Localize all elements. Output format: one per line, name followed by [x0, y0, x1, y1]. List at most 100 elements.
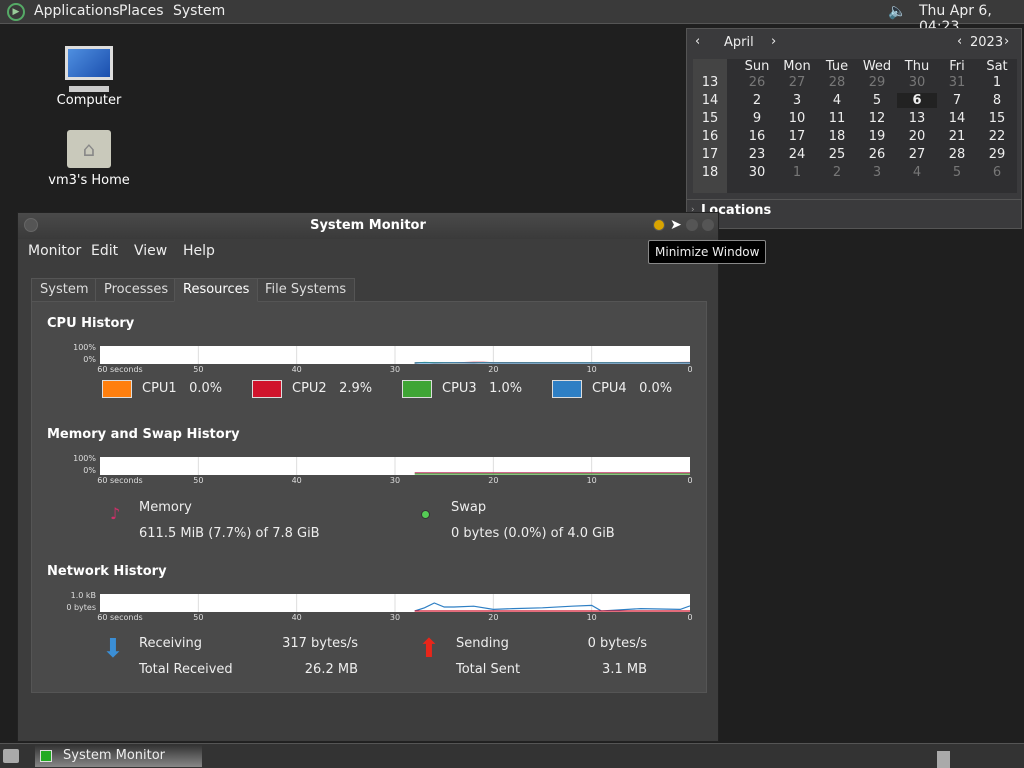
- resources-panel: CPU History 100% 0% 60 seconds 50 40 30 20 10 0 …: [31, 301, 707, 693]
- calendar-day[interactable]: 17: [788, 129, 806, 144]
- calendar-day[interactable]: 11: [828, 111, 846, 126]
- calendar-day[interactable]: 9: [752, 111, 762, 126]
- x-tick-label: 50: [193, 613, 204, 622]
- week-number: 18: [701, 165, 719, 180]
- window-menu-icon[interactable]: [24, 218, 38, 232]
- calendar-day[interactable]: 30: [908, 75, 926, 90]
- calendar-day[interactable]: 21: [948, 129, 966, 144]
- x-tick-label: 30: [389, 365, 401, 374]
- menu-places[interactable]: Places: [119, 3, 164, 19]
- tab-processes[interactable]: Processes: [95, 278, 178, 302]
- calendar-day[interactable]: 12: [868, 111, 886, 126]
- calendar-day[interactable]: 29: [868, 75, 886, 90]
- distro-logo-icon[interactable]: ▶: [7, 3, 25, 21]
- calendar-day[interactable]: 31: [948, 75, 966, 90]
- calendar-day[interactable]: 20: [908, 129, 926, 144]
- calendar-day[interactable]: 30: [748, 165, 766, 180]
- calendar-day[interactable]: 14: [948, 111, 966, 126]
- sending-arrow-icon[interactable]: ⬆: [418, 634, 440, 664]
- memory-pie-icon[interactable]: ♪: [110, 504, 121, 523]
- cpu1-color-swatch[interactable]: [102, 380, 132, 398]
- calendar-day[interactable]: 15: [988, 111, 1006, 126]
- calendar-day[interactable]: 29: [988, 147, 1006, 162]
- x-tick-label: 40: [291, 476, 302, 485]
- title-bar[interactable]: System Monitor ➤: [18, 213, 718, 239]
- calendar-day[interactable]: 27: [788, 75, 806, 90]
- prev-month-button[interactable]: ‹: [695, 34, 701, 49]
- tab-resources[interactable]: Resources: [174, 278, 259, 302]
- calendar-day[interactable]: 8: [992, 93, 1002, 108]
- calendar-day[interactable]: 19: [868, 129, 886, 144]
- receiving-arrow-icon[interactable]: ⬇: [102, 634, 124, 664]
- calendar-day[interactable]: 24: [788, 147, 806, 162]
- calendar-day[interactable]: 6: [992, 165, 1002, 180]
- keyboard-shape: [69, 86, 109, 92]
- history-graph: [100, 457, 690, 475]
- workspace-switcher[interactable]: [937, 751, 950, 768]
- x-tick-label: 0: [687, 365, 693, 374]
- week-number: 16: [701, 129, 719, 144]
- next-month-button[interactable]: ›: [771, 34, 777, 49]
- next-year-button[interactable]: ›: [1004, 34, 1010, 49]
- menu-applications[interactable]: Applications: [34, 3, 120, 19]
- calendar-day[interactable]: 2: [752, 93, 762, 108]
- cpu3-color-swatch[interactable]: [402, 380, 432, 398]
- calendar-day[interactable]: 2: [832, 165, 842, 180]
- x-tick-label: 30: [389, 613, 401, 622]
- calendar-day[interactable]: 22: [988, 129, 1006, 144]
- calendar-day[interactable]: 26: [868, 147, 886, 162]
- weekday-header: Sat: [986, 59, 1008, 74]
- cpu2-color-swatch[interactable]: [252, 380, 282, 398]
- cpu4-color-swatch[interactable]: [552, 380, 582, 398]
- menu-edit[interactable]: Edit: [91, 243, 119, 259]
- calendar-day[interactable]: 28: [828, 75, 846, 90]
- icon-label: Computer: [56, 93, 122, 108]
- calendar-day[interactable]: 3: [872, 165, 882, 180]
- calendar-day[interactable]: 10: [788, 111, 806, 126]
- prev-year-button[interactable]: ‹: [957, 34, 963, 49]
- calendar-day[interactable]: 28: [948, 147, 966, 162]
- weekday-header: Tue: [825, 59, 849, 74]
- week-number: 14: [701, 93, 719, 108]
- cpu1-value: 0.0%: [189, 381, 223, 396]
- menu-system[interactable]: System: [173, 3, 226, 19]
- show-desktop-icon[interactable]: [3, 749, 19, 763]
- desktop-icon-home[interactable]: ⌂ vm3's Home: [44, 130, 134, 188]
- calendar-day-today[interactable]: 6: [897, 93, 937, 108]
- desktop-icon-computer[interactable]: Computer: [44, 46, 134, 108]
- swap-pie-icon[interactable]: [421, 510, 430, 519]
- maximize-button[interactable]: [686, 219, 698, 231]
- minimize-button[interactable]: [653, 219, 665, 231]
- taskbar-button-system-monitor[interactable]: System Monitor: [35, 745, 202, 767]
- calendar-day[interactable]: 26: [748, 75, 766, 90]
- weekday-header: Wed: [862, 59, 892, 74]
- tab-system[interactable]: System: [31, 278, 98, 302]
- expander-arrow-icon[interactable]: ›: [691, 205, 695, 215]
- year-label: 2023: [970, 35, 1004, 50]
- menu-help[interactable]: Help: [183, 243, 215, 259]
- calendar-day[interactable]: 18: [828, 129, 846, 144]
- calendar-day[interactable]: 27: [908, 147, 926, 162]
- calendar-day[interactable]: 4: [912, 165, 922, 180]
- calendar-day[interactable]: 3: [792, 93, 802, 108]
- close-button[interactable]: [702, 219, 714, 231]
- x-tick-label: 50: [193, 476, 204, 485]
- calendar-day[interactable]: 13: [908, 111, 926, 126]
- calendar-day[interactable]: 5: [872, 93, 882, 108]
- calendar-day[interactable]: 5: [952, 165, 962, 180]
- calendar-day[interactable]: 23: [748, 147, 766, 162]
- calendar-day[interactable]: 1: [792, 165, 802, 180]
- volume-icon[interactable]: 🔈: [888, 2, 907, 20]
- cpu2-value: 2.9%: [339, 381, 373, 396]
- calendar-day[interactable]: 7: [952, 93, 962, 108]
- menu-view[interactable]: View: [134, 243, 168, 259]
- cpu-history-title: CPU History: [47, 316, 135, 331]
- x-tick-label: 10: [586, 476, 597, 485]
- calendar-day[interactable]: 16: [748, 129, 766, 144]
- calendar-popup: ‹ April › ‹ 2023 › Sun Mon Tue Wed Thu Fri Sat…: [686, 28, 1022, 229]
- calendar-day[interactable]: 4: [832, 93, 842, 108]
- calendar-day[interactable]: 1: [992, 75, 1002, 90]
- menu-monitor[interactable]: Monitor: [28, 243, 82, 259]
- calendar-day[interactable]: 25: [828, 147, 846, 162]
- tab-file-systems[interactable]: File Systems: [256, 278, 356, 302]
